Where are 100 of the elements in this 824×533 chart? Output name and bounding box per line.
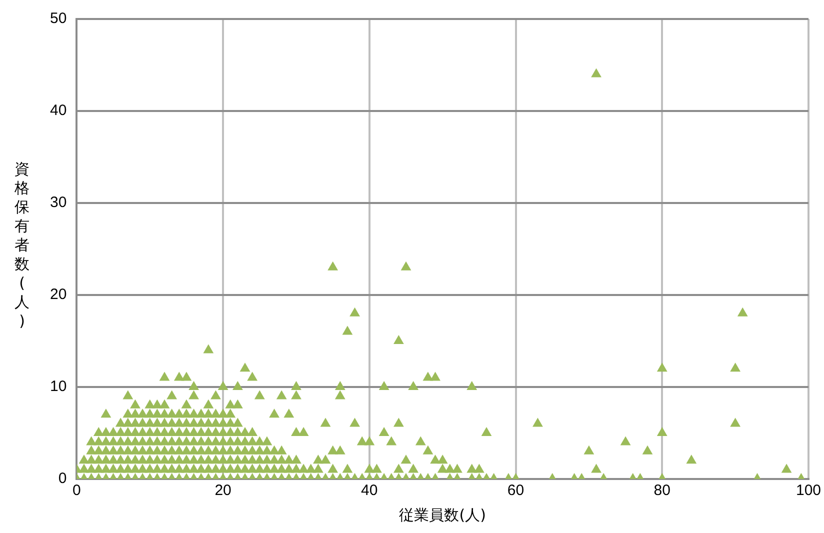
point <box>166 418 178 427</box>
point <box>108 427 118 436</box>
point <box>291 381 302 390</box>
point <box>130 445 140 454</box>
point <box>166 390 178 400</box>
point <box>152 454 162 464</box>
point <box>159 427 170 436</box>
point <box>342 464 353 473</box>
point <box>276 390 287 400</box>
point <box>159 464 170 473</box>
point <box>100 454 112 464</box>
point <box>144 418 156 427</box>
point <box>144 464 156 473</box>
point <box>166 408 178 418</box>
point <box>130 408 140 418</box>
point <box>181 418 192 427</box>
y-tick-label: 30 <box>50 194 67 212</box>
point <box>737 307 748 316</box>
point <box>152 464 162 473</box>
point <box>312 454 324 464</box>
point <box>422 372 434 381</box>
point <box>656 427 668 436</box>
y-tick-label: 0 <box>58 470 67 488</box>
point <box>115 454 126 464</box>
point <box>656 362 668 372</box>
point <box>262 454 272 464</box>
point <box>372 464 382 473</box>
x-tick-label: 0 <box>72 482 81 500</box>
point <box>350 307 360 316</box>
point <box>291 427 302 436</box>
x-tick-label: 100 <box>796 482 821 500</box>
point <box>254 390 265 400</box>
point <box>152 399 162 408</box>
point <box>437 454 448 464</box>
point <box>240 464 250 473</box>
point <box>306 464 316 473</box>
point <box>188 390 199 400</box>
point <box>444 464 456 473</box>
point <box>334 445 346 454</box>
point <box>452 464 462 473</box>
point <box>591 68 602 78</box>
point <box>152 418 162 427</box>
point <box>100 408 112 418</box>
point <box>93 427 104 436</box>
x-tick-label: 40 <box>361 482 378 500</box>
point <box>642 445 653 454</box>
point <box>203 464 214 473</box>
point <box>188 427 199 436</box>
point <box>181 372 192 381</box>
point <box>122 390 134 400</box>
point <box>730 418 741 427</box>
point <box>225 408 236 418</box>
point <box>196 454 206 464</box>
point <box>196 408 206 418</box>
point <box>254 445 265 454</box>
point <box>86 464 97 473</box>
point <box>225 445 236 454</box>
point <box>78 464 90 473</box>
x-tick-label: 20 <box>214 482 232 500</box>
point <box>378 381 390 390</box>
point <box>108 464 118 473</box>
point <box>203 418 214 427</box>
point <box>159 372 170 381</box>
point <box>225 418 236 427</box>
point <box>166 445 178 454</box>
point <box>188 418 199 427</box>
point <box>276 454 287 464</box>
point <box>188 381 199 390</box>
point <box>100 427 112 436</box>
point <box>152 408 162 418</box>
point <box>188 464 199 473</box>
point <box>181 445 192 454</box>
point <box>247 427 258 436</box>
point <box>225 454 236 464</box>
point <box>93 445 104 454</box>
point <box>466 464 478 473</box>
y-tick-label: 40 <box>50 102 67 120</box>
point <box>188 445 199 454</box>
point <box>166 464 178 473</box>
point <box>232 399 243 408</box>
point <box>181 408 192 418</box>
point <box>284 408 294 418</box>
point <box>240 445 250 454</box>
point <box>203 445 214 454</box>
point <box>269 464 280 473</box>
point <box>122 445 134 454</box>
point <box>144 454 156 464</box>
point <box>378 427 390 436</box>
point <box>159 445 170 454</box>
point <box>108 445 118 454</box>
point <box>152 445 162 454</box>
point <box>122 418 134 427</box>
point <box>247 372 258 381</box>
point <box>312 464 324 473</box>
point <box>181 427 192 436</box>
point <box>122 454 134 464</box>
point <box>130 454 140 464</box>
x-axis-title: 従業員数(人) <box>399 506 486 524</box>
point <box>386 436 397 446</box>
point <box>400 454 412 464</box>
